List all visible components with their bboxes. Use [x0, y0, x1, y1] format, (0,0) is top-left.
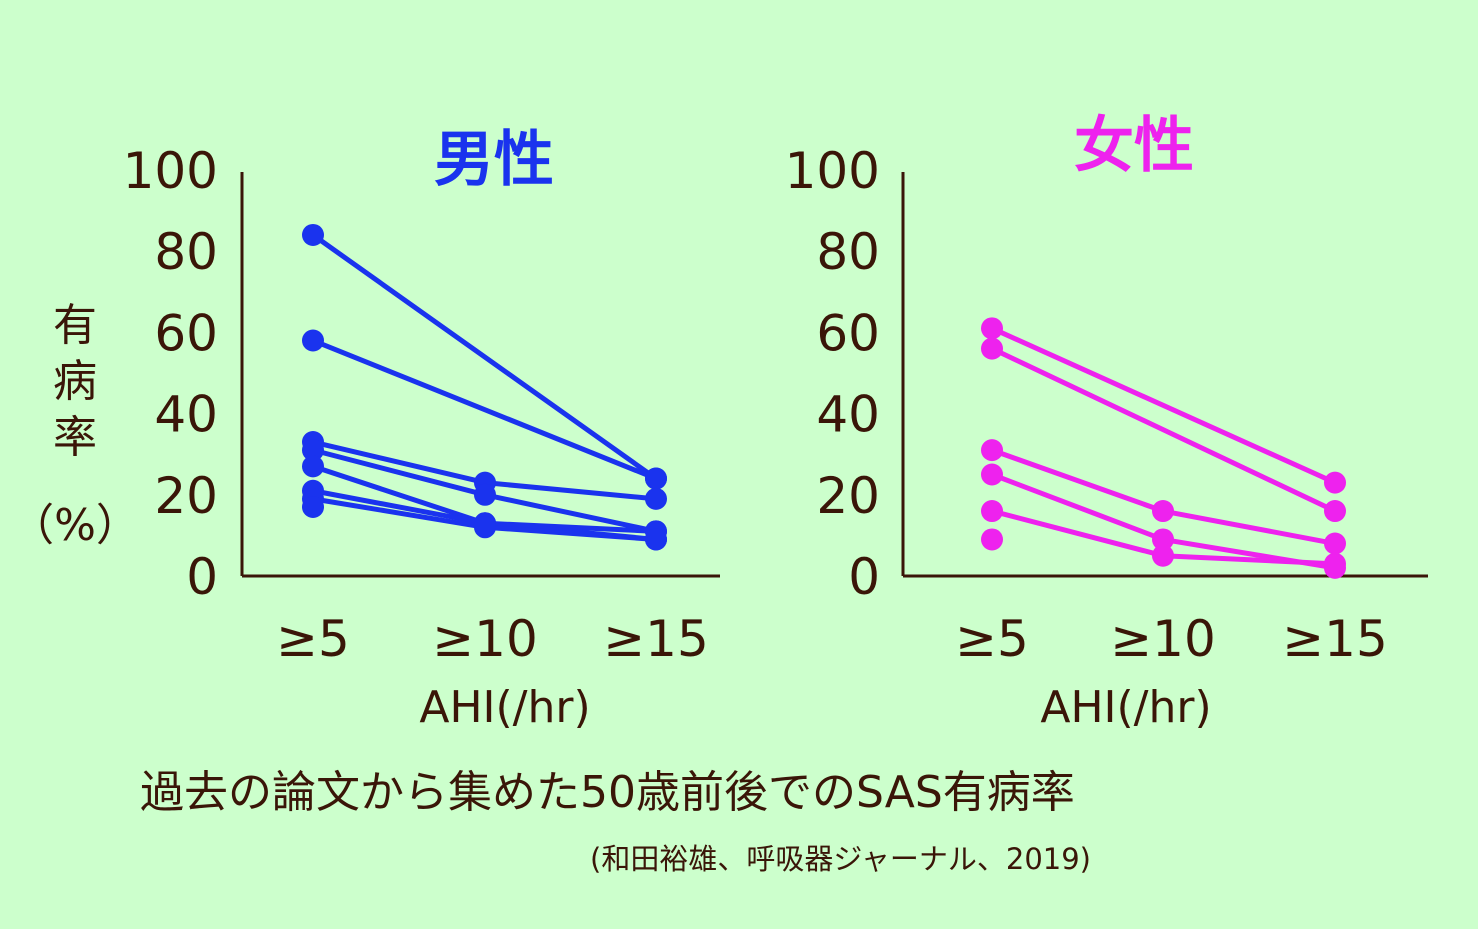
x-axis-label: AHI(/hr): [1040, 682, 1211, 733]
chart-panel-2: 0 20 40 60 80 100 ≥5 ≥10 ≥15 AHI(/hr) 女性: [785, 111, 1428, 733]
data-point: [302, 439, 324, 462]
y-tick-label: 40: [816, 386, 880, 444]
data-point: [1152, 500, 1174, 523]
x-tick-label: ≥5: [955, 610, 1029, 668]
data-point: [981, 463, 1003, 486]
y-axis-label: （%）: [10, 500, 140, 551]
data-point: [981, 500, 1003, 523]
data-point: [981, 317, 1003, 340]
data-point: [981, 528, 1003, 551]
y-tick-label: 80: [816, 223, 880, 281]
y-tick-label: 0: [186, 548, 218, 606]
chart-title: 女性: [1074, 111, 1194, 181]
x-tick-label: ≥5: [276, 610, 350, 668]
caption: 過去の論文から集めた50歳前後でのSAS有病率: [140, 767, 1075, 818]
y-tick-label: 60: [816, 304, 880, 362]
data-point: [1324, 532, 1346, 555]
y-tick-label: 100: [785, 142, 880, 200]
x-tick-label: ≥10: [1110, 610, 1216, 668]
x-tick-label: ≥15: [1282, 610, 1388, 668]
y-axis-label: 率: [53, 412, 97, 463]
data-point: [1324, 552, 1346, 575]
series-line-1: [989, 325, 1338, 486]
y-tick-label: 100: [123, 142, 218, 200]
series-line-2: [989, 346, 1338, 514]
x-axis-label: AHI(/hr): [419, 682, 590, 733]
data-point: [645, 487, 667, 510]
data-point: [1152, 544, 1174, 567]
data-point: [302, 329, 324, 352]
data-point: [474, 483, 496, 506]
y-tick-label: 80: [154, 223, 218, 281]
y-tick-label: 40: [154, 386, 218, 444]
y-tick-label: 0: [848, 548, 880, 606]
x-tick-label: ≥10: [432, 610, 538, 668]
series-line-2: [310, 338, 659, 482]
data-point: [1324, 471, 1346, 494]
y-tick-label: 20: [816, 467, 880, 525]
chart-title: 男性: [434, 125, 554, 195]
data-point: [981, 337, 1003, 360]
data-point: [302, 223, 324, 246]
data-point: [981, 439, 1003, 462]
y-tick-label: 60: [154, 304, 218, 362]
source-citation: (和田裕雄、呼吸器ジャーナル、2019): [590, 842, 1091, 876]
data-point: [1152, 528, 1174, 551]
data-point: [302, 495, 324, 518]
data-point: [645, 467, 667, 490]
series-line-1: [310, 232, 659, 482]
y-axis-label: 有: [53, 300, 97, 351]
data-point: [474, 516, 496, 539]
y-tick-label: 20: [154, 467, 218, 525]
x-tick-label: ≥15: [603, 610, 709, 668]
data-point: [1324, 500, 1346, 523]
data-point: [645, 528, 667, 551]
y-axis-label: 病: [53, 356, 97, 407]
data-point: [302, 455, 324, 478]
